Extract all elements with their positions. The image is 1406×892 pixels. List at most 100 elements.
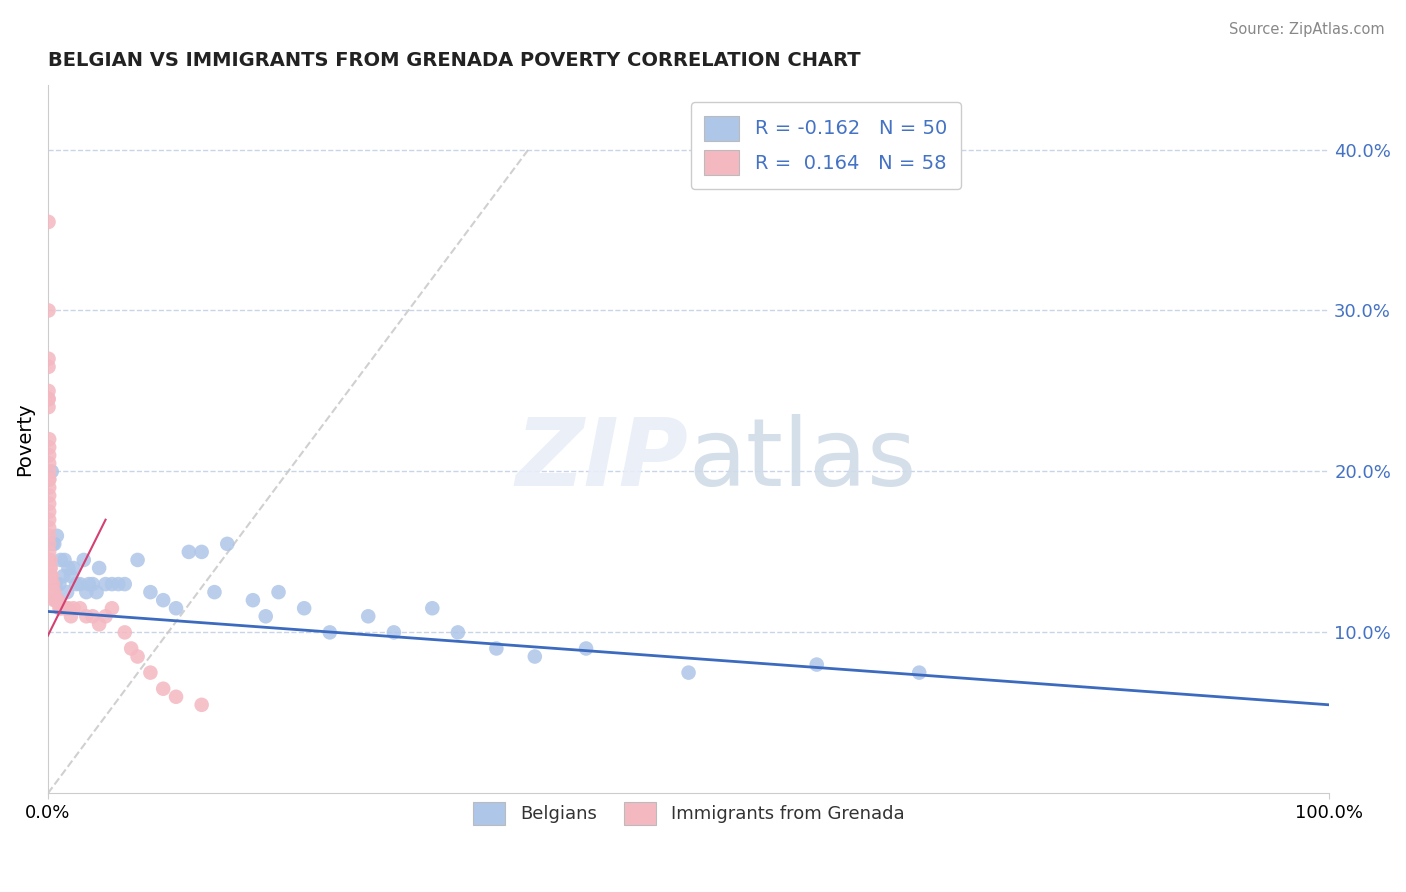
Point [38, 392, 60, 406]
Point [48, 577, 70, 591]
Point [45, 593, 67, 607]
Point [267, 585, 290, 599]
Point [152, 681, 174, 696]
Point [38, 521, 60, 535]
Point [120, 641, 142, 656]
Point [107, 577, 129, 591]
Legend: Belgians, Immigrants from Grenada: Belgians, Immigrants from Grenada [464, 793, 914, 834]
Point [58, 561, 80, 575]
Point [45, 577, 67, 591]
Point [38, 303, 60, 318]
Point [45, 593, 67, 607]
Point [38, 392, 60, 406]
Text: Source: ZipAtlas.com: Source: ZipAtlas.com [1229, 22, 1385, 37]
Point [38, 529, 60, 543]
Point [94, 609, 117, 624]
Point [52, 569, 75, 583]
Point [38, 384, 60, 398]
Point [41, 577, 63, 591]
Point [38, 456, 60, 470]
Point [217, 537, 239, 551]
Point [485, 641, 508, 656]
Point [908, 665, 931, 680]
Point [69, 601, 91, 615]
Y-axis label: Poverty: Poverty [15, 402, 34, 476]
Point [49, 553, 72, 567]
Point [382, 625, 405, 640]
Text: atlas: atlas [689, 415, 917, 507]
Point [38, 545, 60, 559]
Point [38, 215, 60, 229]
Point [38, 505, 60, 519]
Point [69, 577, 91, 591]
Point [59, 609, 82, 624]
Point [48, 601, 70, 615]
Point [39, 553, 62, 567]
Point [678, 665, 700, 680]
Point [94, 577, 117, 591]
Point [38, 473, 60, 487]
Point [38, 440, 60, 454]
Point [38, 351, 60, 366]
Point [42, 537, 65, 551]
Point [46, 593, 69, 607]
Point [89, 617, 111, 632]
Point [152, 593, 174, 607]
Point [45, 529, 67, 543]
Point [38, 553, 60, 567]
Point [55, 601, 77, 615]
Point [38, 432, 60, 446]
Point [38, 359, 60, 374]
Point [44, 585, 66, 599]
Point [56, 585, 79, 599]
Point [75, 609, 97, 624]
Point [101, 601, 124, 615]
Point [39, 561, 62, 575]
Point [58, 601, 80, 615]
Point [75, 585, 97, 599]
Point [127, 553, 149, 567]
Point [39, 561, 62, 575]
Point [139, 585, 162, 599]
Point [62, 601, 84, 615]
Point [447, 625, 470, 640]
Point [44, 593, 66, 607]
Point [254, 609, 277, 624]
Point [52, 601, 75, 615]
Point [65, 577, 87, 591]
Point [77, 577, 100, 591]
Point [114, 625, 136, 640]
Point [38, 537, 60, 551]
Point [38, 497, 60, 511]
Point [38, 400, 60, 414]
Point [73, 553, 96, 567]
Point [53, 553, 76, 567]
Point [38, 513, 60, 527]
Point [38, 481, 60, 495]
Point [114, 577, 136, 591]
Point [38, 465, 60, 479]
Point [59, 569, 82, 583]
Point [127, 649, 149, 664]
Text: BELGIAN VS IMMIGRANTS FROM GRENADA POVERTY CORRELATION CHART: BELGIAN VS IMMIGRANTS FROM GRENADA POVER… [48, 51, 860, 70]
Point [190, 545, 212, 559]
Point [204, 585, 226, 599]
Point [806, 657, 828, 672]
Point [242, 593, 264, 607]
Point [292, 601, 315, 615]
Point [39, 537, 62, 551]
Point [42, 577, 65, 591]
Point [523, 649, 546, 664]
Point [575, 641, 598, 656]
Point [177, 545, 200, 559]
Text: ZIP: ZIP [516, 415, 689, 507]
Point [38, 448, 60, 462]
Point [38, 473, 60, 487]
Point [62, 561, 84, 575]
Point [165, 601, 187, 615]
Point [39, 569, 62, 583]
Point [190, 698, 212, 712]
Point [165, 690, 187, 704]
Point [44, 537, 66, 551]
Point [82, 609, 104, 624]
